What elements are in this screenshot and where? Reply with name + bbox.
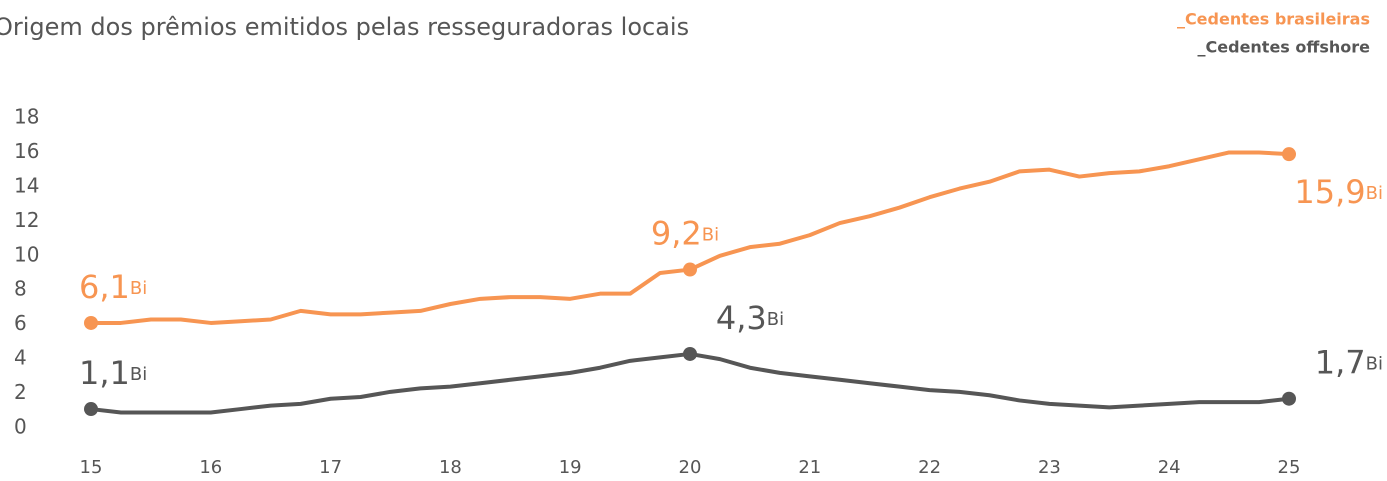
chart-title: Origem dos prêmios emitidos pelas resseg… [0,13,689,41]
x-tick-label: 21 [798,457,821,478]
x-tick-label: 20 [679,457,702,478]
y-tick-label: 18 [14,105,39,129]
annotation-value: 1,7 [1315,344,1366,382]
x-tick-label: 17 [319,457,342,478]
y-tick-label: 14 [14,173,39,197]
annotation-value: 4,3 [716,299,767,337]
y-tick-label: 6 [14,311,27,335]
annotation-unit: Bi [1366,354,1383,375]
point-marker [84,315,98,330]
y-tick-label: 2 [14,380,27,404]
annotation: 1,1Bi [79,354,147,392]
annotation: 15,9Bi [1294,173,1383,211]
legend-label: _Cedentes brasileiras [1177,10,1370,29]
point-marker [1282,147,1296,162]
annotation-unit: Bi [1366,183,1383,204]
x-tick-label: 24 [1158,457,1181,478]
x-tick-label: 25 [1278,457,1301,478]
point-marker [84,402,98,417]
annotation: 9,2Bi [651,215,719,253]
series-line [90,351,1290,415]
annotation-value: 9,2 [651,215,702,253]
annotation: 4,3Bi [716,299,784,337]
annotation-unit: Bi [130,364,147,385]
annotation: 6,1Bi [79,268,147,306]
x-tick-label: 16 [199,457,222,478]
y-tick-label: 0 [14,415,27,439]
annotation-unit: Bi [767,309,784,330]
x-tick-label: 19 [559,457,582,478]
y-tick-label: 10 [14,242,39,266]
annotation-value: 6,1 [79,268,130,306]
x-tick-label: 18 [439,457,462,478]
annotation-value: 1,1 [79,354,130,392]
annotation: 1,7Bi [1315,344,1383,382]
x-tick-label: 15 [80,457,103,478]
point-marker [683,346,697,361]
y-tick-label: 16 [14,139,39,163]
legend-label: _Cedentes offshore [1198,38,1371,57]
annotation-unit: Bi [702,225,719,246]
y-tick-label: 8 [14,277,27,301]
annotation-unit: Bi [130,278,147,299]
point-marker [683,262,697,277]
x-tick-label: 23 [1038,457,1061,478]
point-marker [1282,391,1296,406]
x-tick-label: 22 [918,457,941,478]
y-tick-label: 4 [14,346,27,370]
y-tick-label: 12 [14,208,39,232]
annotation-value: 15,9 [1294,173,1365,211]
